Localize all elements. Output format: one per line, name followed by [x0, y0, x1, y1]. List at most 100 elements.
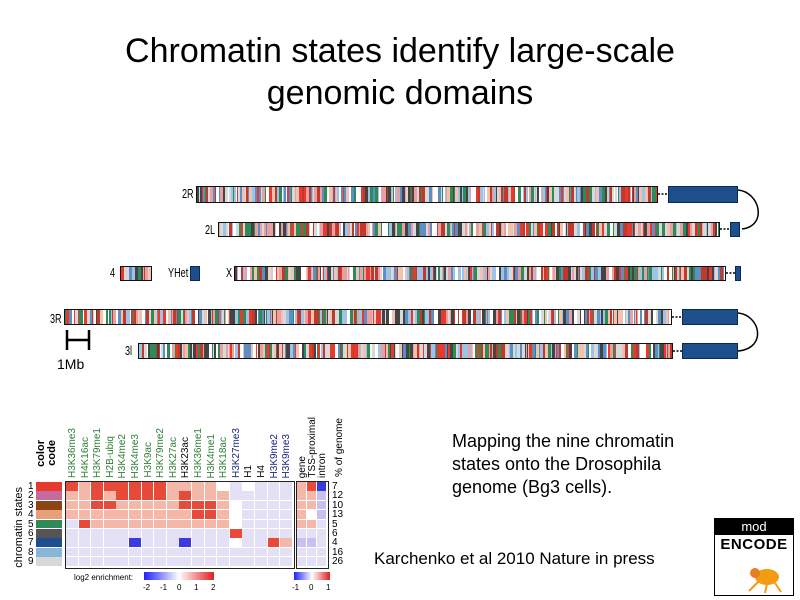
heatmap-cell	[166, 557, 179, 566]
heatmap-cell	[66, 557, 78, 566]
heatmap-cell	[154, 557, 166, 566]
heatmap-cell	[267, 557, 280, 566]
mark-label: H3K4me3	[130, 433, 141, 478]
heatmap-cell	[78, 482, 91, 491]
mark-label: H3K4me2	[117, 433, 129, 478]
chrom-label-3L: 3l	[125, 343, 133, 358]
chrom-2L-heterochromatin	[730, 222, 740, 237]
heatmap-cell	[91, 519, 103, 529]
heatmap-cell	[267, 482, 280, 491]
heatmap-cell	[129, 500, 141, 510]
heatmap-cell	[78, 491, 91, 500]
heatmap-cell	[217, 500, 229, 510]
state-number: 1	[28, 481, 34, 492]
annotation-cell	[307, 519, 317, 529]
pct-genome-value: 4	[332, 537, 338, 549]
annotation-cell	[297, 529, 307, 538]
annotation-cell	[297, 519, 307, 529]
state-color-swatch	[36, 482, 62, 491]
heatmap-cell	[91, 557, 103, 566]
heatmap-cell	[204, 529, 217, 538]
heatmap-cell	[179, 491, 192, 500]
heatmap-cell	[217, 510, 229, 519]
heatmap-cell	[129, 538, 141, 547]
heatmap-cell	[280, 500, 292, 510]
heatmap-cell	[179, 538, 192, 547]
annotation-cell	[307, 500, 317, 510]
heatmap-cell	[103, 538, 116, 547]
legend1-tick: 2	[211, 583, 216, 592]
annotation-cell	[317, 482, 327, 491]
heatmap-cell	[141, 557, 154, 566]
state-color-swatch	[36, 557, 62, 566]
heatmap-cell	[179, 510, 192, 519]
annotation-cell	[307, 538, 317, 547]
scale-label: 1Mb	[57, 356, 85, 372]
heatmap-cell	[192, 519, 204, 529]
heatmap-cell	[204, 557, 217, 566]
heatmap-cell	[78, 538, 91, 547]
state-number: 3	[28, 499, 34, 511]
annotation-cell	[297, 500, 307, 510]
heatmap-cell	[154, 500, 166, 510]
heatmap-cell	[103, 557, 116, 566]
title-line-2: genomic domains	[266, 74, 534, 112]
mark-label: H3K27me3	[230, 427, 242, 478]
state-color-swatch	[36, 510, 62, 519]
heatmap-cell	[129, 510, 141, 519]
chrom-3R-heterochromatin	[682, 309, 738, 325]
heatmap-cell	[242, 519, 255, 529]
heatmap-cell	[179, 547, 192, 557]
annotation-cell	[307, 491, 317, 500]
heatmap-cell	[103, 491, 116, 500]
heatmap-cell	[229, 491, 242, 500]
heatmap-cell	[78, 519, 91, 529]
chrom-track-X	[234, 266, 726, 281]
annotation-cell	[317, 547, 327, 557]
heatmap-cell	[116, 547, 129, 557]
heatmap-cell	[217, 557, 229, 566]
heatmap-cell	[141, 519, 154, 529]
mark-label: H3K9me2	[268, 433, 280, 478]
chrom-2R-heterochromatin	[668, 186, 738, 203]
heatmap-cell	[154, 491, 166, 500]
heatmap-cell	[204, 482, 217, 491]
heatmap-cell	[192, 529, 204, 538]
legend1-tick: 1	[194, 583, 199, 592]
mark-label: H4	[256, 465, 267, 478]
heatmap-cell	[166, 510, 179, 519]
heatmap-cell	[154, 529, 166, 538]
state-color-swatch	[36, 547, 62, 557]
heatmap-cell	[280, 519, 292, 529]
fly-icon	[748, 568, 782, 594]
state-number: 2	[28, 490, 34, 502]
heatmap-cell	[280, 510, 292, 519]
heatmap-cell	[129, 482, 141, 491]
state-color-swatch	[36, 491, 62, 501]
heatmap-cell	[242, 482, 255, 491]
state-color-swatch	[36, 500, 62, 510]
mark-label: H3K9me3	[281, 433, 293, 478]
heatmap-cell	[166, 529, 179, 538]
heatmap-cell	[204, 491, 217, 500]
annotation-cell	[317, 519, 327, 529]
heatmap-cell	[66, 519, 78, 529]
heatmap-cell	[267, 538, 280, 547]
chrom-track-4	[120, 266, 152, 281]
mark-label: H1	[243, 465, 255, 478]
mark-label: H3K23ac	[180, 436, 192, 478]
chrom-label-3R: 3R	[50, 311, 62, 326]
heatmap-cell	[255, 547, 267, 557]
heatmap-cell	[66, 491, 78, 500]
state-color-swatch	[36, 529, 62, 538]
heatmap-cell	[154, 482, 166, 491]
heatmap-cell	[91, 538, 103, 547]
annotation-cell	[317, 500, 327, 510]
heatmap-cell	[66, 510, 78, 519]
heatmap-cell	[129, 547, 141, 557]
heatmap-cell	[255, 529, 267, 538]
heatmap-cell	[166, 482, 179, 491]
heatmap-cell	[255, 482, 267, 491]
annotation-cell	[317, 510, 327, 519]
